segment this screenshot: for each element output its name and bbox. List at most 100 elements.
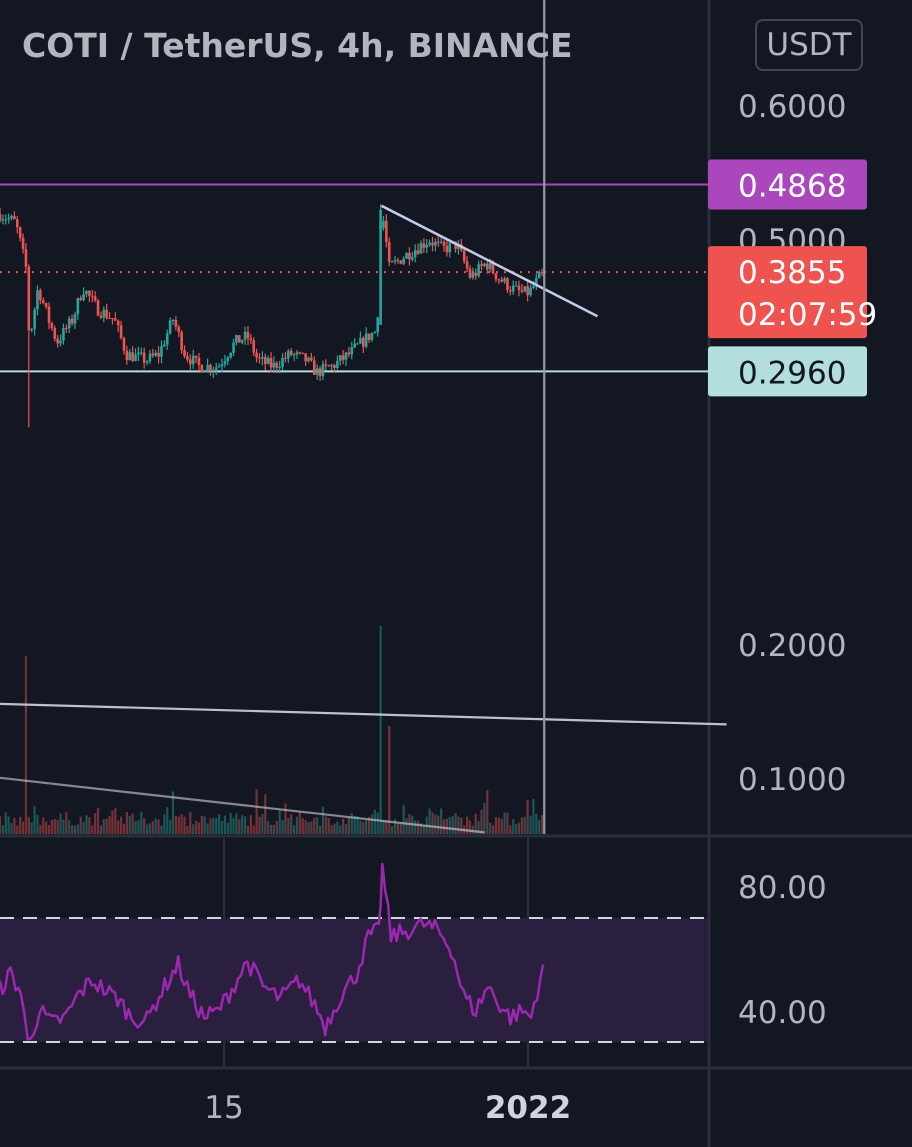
volume-bar bbox=[489, 822, 492, 834]
currency-button[interactable]: USDT bbox=[755, 19, 863, 71]
candle-body bbox=[168, 320, 172, 334]
volume-bar bbox=[451, 815, 454, 834]
candle-body bbox=[82, 294, 85, 301]
candle-body bbox=[399, 260, 403, 264]
trendlines[interactable] bbox=[0, 0, 727, 834]
volume-bar bbox=[295, 816, 299, 834]
candle-body bbox=[119, 325, 123, 338]
candle-body bbox=[289, 350, 293, 356]
volume-bar bbox=[27, 817, 30, 834]
volume-bar bbox=[362, 822, 365, 834]
candle-body bbox=[67, 318, 71, 329]
volume-bar bbox=[10, 822, 13, 834]
volume-bar bbox=[157, 819, 160, 834]
volume-bar bbox=[134, 821, 137, 834]
volume-bar bbox=[70, 825, 74, 834]
candle-body bbox=[200, 365, 204, 373]
volume-bar bbox=[517, 822, 521, 834]
volume-bar bbox=[399, 823, 402, 834]
volume-bar bbox=[79, 816, 82, 834]
volume-bar bbox=[50, 819, 53, 834]
volume-bar bbox=[56, 819, 59, 834]
candle-body bbox=[50, 322, 54, 329]
price-tick-label: 0.2000 bbox=[738, 628, 846, 664]
volume-bar bbox=[454, 813, 457, 834]
candle-body bbox=[445, 245, 449, 253]
candle-body bbox=[157, 352, 160, 357]
candle-body bbox=[448, 242, 452, 253]
candle-body bbox=[500, 279, 503, 282]
volume-bar bbox=[540, 815, 544, 834]
candle-body bbox=[511, 285, 515, 292]
candle-body bbox=[76, 298, 80, 315]
candle-body bbox=[350, 347, 354, 355]
horizontal-levels[interactable] bbox=[0, 183, 708, 373]
volume-bar bbox=[232, 818, 235, 834]
candle-body bbox=[148, 353, 152, 362]
candle-body bbox=[284, 357, 287, 359]
descending-trendline bbox=[380, 204, 599, 318]
volume-bar bbox=[177, 816, 180, 834]
candle-body bbox=[10, 216, 13, 219]
volume-bar bbox=[440, 808, 443, 834]
volume-bar bbox=[235, 813, 238, 834]
volume-bar bbox=[128, 815, 131, 834]
volume-bar bbox=[120, 816, 123, 834]
candle-body bbox=[93, 296, 97, 301]
volume-bar bbox=[431, 812, 434, 834]
volume-bar bbox=[538, 819, 541, 834]
volume-bar bbox=[258, 816, 261, 834]
candle-body bbox=[105, 309, 108, 319]
volume-bar bbox=[21, 821, 25, 834]
candle-body bbox=[517, 285, 521, 291]
candle-body bbox=[520, 290, 524, 292]
chart-title: COTI / TetherUS, 4h, BINANCE bbox=[22, 26, 573, 65]
candle-body bbox=[266, 358, 270, 364]
volume-bar bbox=[226, 822, 229, 834]
volume-bar bbox=[143, 818, 146, 834]
volume-trendline bbox=[0, 702, 727, 726]
candle-body bbox=[474, 272, 478, 276]
volume-bar bbox=[105, 818, 108, 834]
candle-body bbox=[387, 242, 391, 262]
candle-body bbox=[102, 309, 106, 318]
volume-bar bbox=[215, 818, 218, 834]
candle-body bbox=[235, 335, 238, 343]
candle-body bbox=[281, 357, 284, 368]
volume-bar bbox=[471, 825, 474, 834]
volume-bar bbox=[376, 812, 379, 834]
volume-bar bbox=[353, 815, 356, 834]
candle-body bbox=[457, 244, 460, 249]
candle-body bbox=[537, 272, 541, 279]
volume-bar bbox=[494, 817, 498, 834]
candle-body bbox=[209, 364, 212, 372]
volume-bar bbox=[497, 817, 500, 834]
volume-bar bbox=[33, 805, 36, 834]
volume-bar bbox=[370, 814, 374, 834]
candle-body bbox=[347, 352, 351, 355]
volume-bar bbox=[414, 820, 417, 834]
candle-body bbox=[304, 353, 307, 362]
candlestick-series bbox=[0, 204, 544, 428]
volume-bar bbox=[13, 818, 16, 834]
volume-bar bbox=[307, 822, 310, 834]
volume-bar bbox=[0, 816, 2, 834]
candle-body bbox=[191, 355, 195, 365]
volume-bar bbox=[148, 823, 152, 834]
resistance-price-label-bg bbox=[708, 159, 867, 210]
volume-bar bbox=[356, 816, 359, 834]
candle-body bbox=[327, 365, 330, 367]
candle-body bbox=[116, 320, 120, 326]
candle-body bbox=[44, 303, 48, 307]
candle-body bbox=[367, 333, 371, 340]
candle-body bbox=[160, 346, 163, 357]
candle-body bbox=[252, 340, 256, 353]
volume-bar bbox=[212, 817, 215, 834]
volume-bar bbox=[192, 824, 195, 834]
volume-bar bbox=[255, 789, 258, 834]
volume-bar bbox=[336, 821, 339, 834]
volume-bar bbox=[91, 825, 94, 834]
volume-bar bbox=[480, 809, 483, 834]
candle-body bbox=[480, 264, 483, 266]
